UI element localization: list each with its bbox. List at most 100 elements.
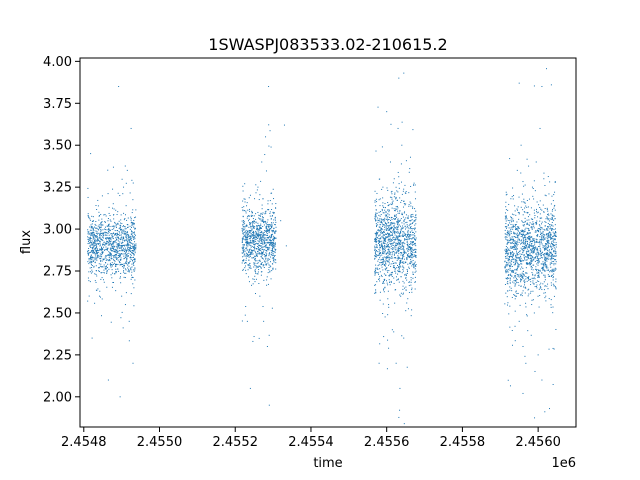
data-point (400, 254, 402, 256)
data-point (529, 264, 531, 266)
data-point (552, 244, 554, 245)
data-point (100, 235, 102, 237)
data-point (396, 251, 398, 253)
data-point (126, 224, 128, 225)
data-point (544, 208, 546, 209)
data-point (406, 257, 408, 259)
data-point (521, 201, 523, 203)
data-point (517, 264, 519, 266)
data-point (116, 271, 118, 273)
data-point (97, 243, 99, 245)
data-point (402, 293, 404, 295)
data-point (246, 233, 248, 235)
data-point (544, 238, 546, 240)
data-point (524, 202, 526, 204)
data-point (243, 244, 245, 246)
data-point (523, 211, 525, 213)
data-point (385, 223, 387, 225)
data-point (386, 236, 388, 238)
data-point (539, 269, 541, 271)
data-point (273, 255, 275, 257)
data-point (415, 265, 417, 267)
data-point (253, 232, 255, 233)
data-point (399, 260, 401, 262)
data-point (398, 239, 400, 241)
data-point (99, 253, 101, 255)
data-point (533, 257, 535, 259)
data-point (552, 245, 554, 247)
data-point (409, 156, 411, 158)
data-point (395, 362, 397, 364)
data-point (246, 231, 248, 233)
data-point (91, 257, 93, 259)
data-point (259, 239, 261, 241)
data-point (262, 251, 264, 253)
data-point (532, 239, 534, 241)
data-point (546, 252, 548, 254)
data-point (374, 258, 376, 260)
data-point (274, 237, 276, 239)
data-point (131, 248, 133, 250)
data-point (261, 248, 263, 250)
data-point (402, 265, 404, 267)
data-point (400, 225, 401, 227)
data-point (109, 237, 111, 239)
data-point (246, 217, 248, 219)
data-point (122, 232, 124, 234)
data-point (267, 229, 269, 231)
data-point (260, 256, 262, 258)
data-point (533, 223, 535, 225)
data-point (511, 247, 513, 249)
data-point (109, 253, 111, 255)
data-point (506, 252, 508, 254)
data-point (115, 224, 117, 226)
data-point (115, 255, 117, 257)
data-point (110, 233, 112, 235)
data-point (263, 264, 265, 266)
data-point (127, 241, 129, 243)
data-point (411, 241, 413, 243)
data-point (254, 226, 256, 228)
data-point (119, 264, 121, 266)
data-point (265, 237, 267, 239)
data-point (376, 250, 378, 252)
data-point (399, 235, 401, 237)
data-point (249, 230, 251, 232)
data-point (119, 228, 121, 230)
data-point (265, 210, 267, 212)
data-point (531, 186, 533, 188)
data-point (538, 275, 540, 277)
data-point (130, 250, 132, 252)
data-point (403, 254, 405, 256)
data-point (269, 228, 271, 229)
data-point (405, 203, 407, 205)
data-point (405, 160, 407, 162)
data-point (97, 228, 99, 230)
data-point (546, 267, 548, 269)
data-point (518, 274, 520, 276)
data-point (131, 235, 133, 237)
data-point (128, 244, 130, 246)
data-point (378, 278, 380, 280)
data-point (387, 245, 389, 247)
data-point (269, 244, 271, 246)
data-point (397, 223, 399, 225)
data-point (407, 232, 409, 234)
data-point (130, 221, 132, 223)
data-point (408, 227, 410, 229)
data-point (112, 244, 114, 246)
data-point (387, 239, 389, 241)
data-point (399, 262, 401, 264)
data-point (533, 283, 535, 285)
data-point (518, 233, 520, 235)
data-point (267, 262, 269, 264)
data-point (409, 241, 411, 243)
data-point (112, 203, 114, 205)
data-point (394, 227, 396, 229)
data-point (134, 252, 136, 254)
data-point (544, 259, 546, 261)
data-point (510, 273, 512, 275)
data-point (407, 256, 409, 258)
data-point (254, 260, 256, 262)
data-point (133, 246, 135, 248)
